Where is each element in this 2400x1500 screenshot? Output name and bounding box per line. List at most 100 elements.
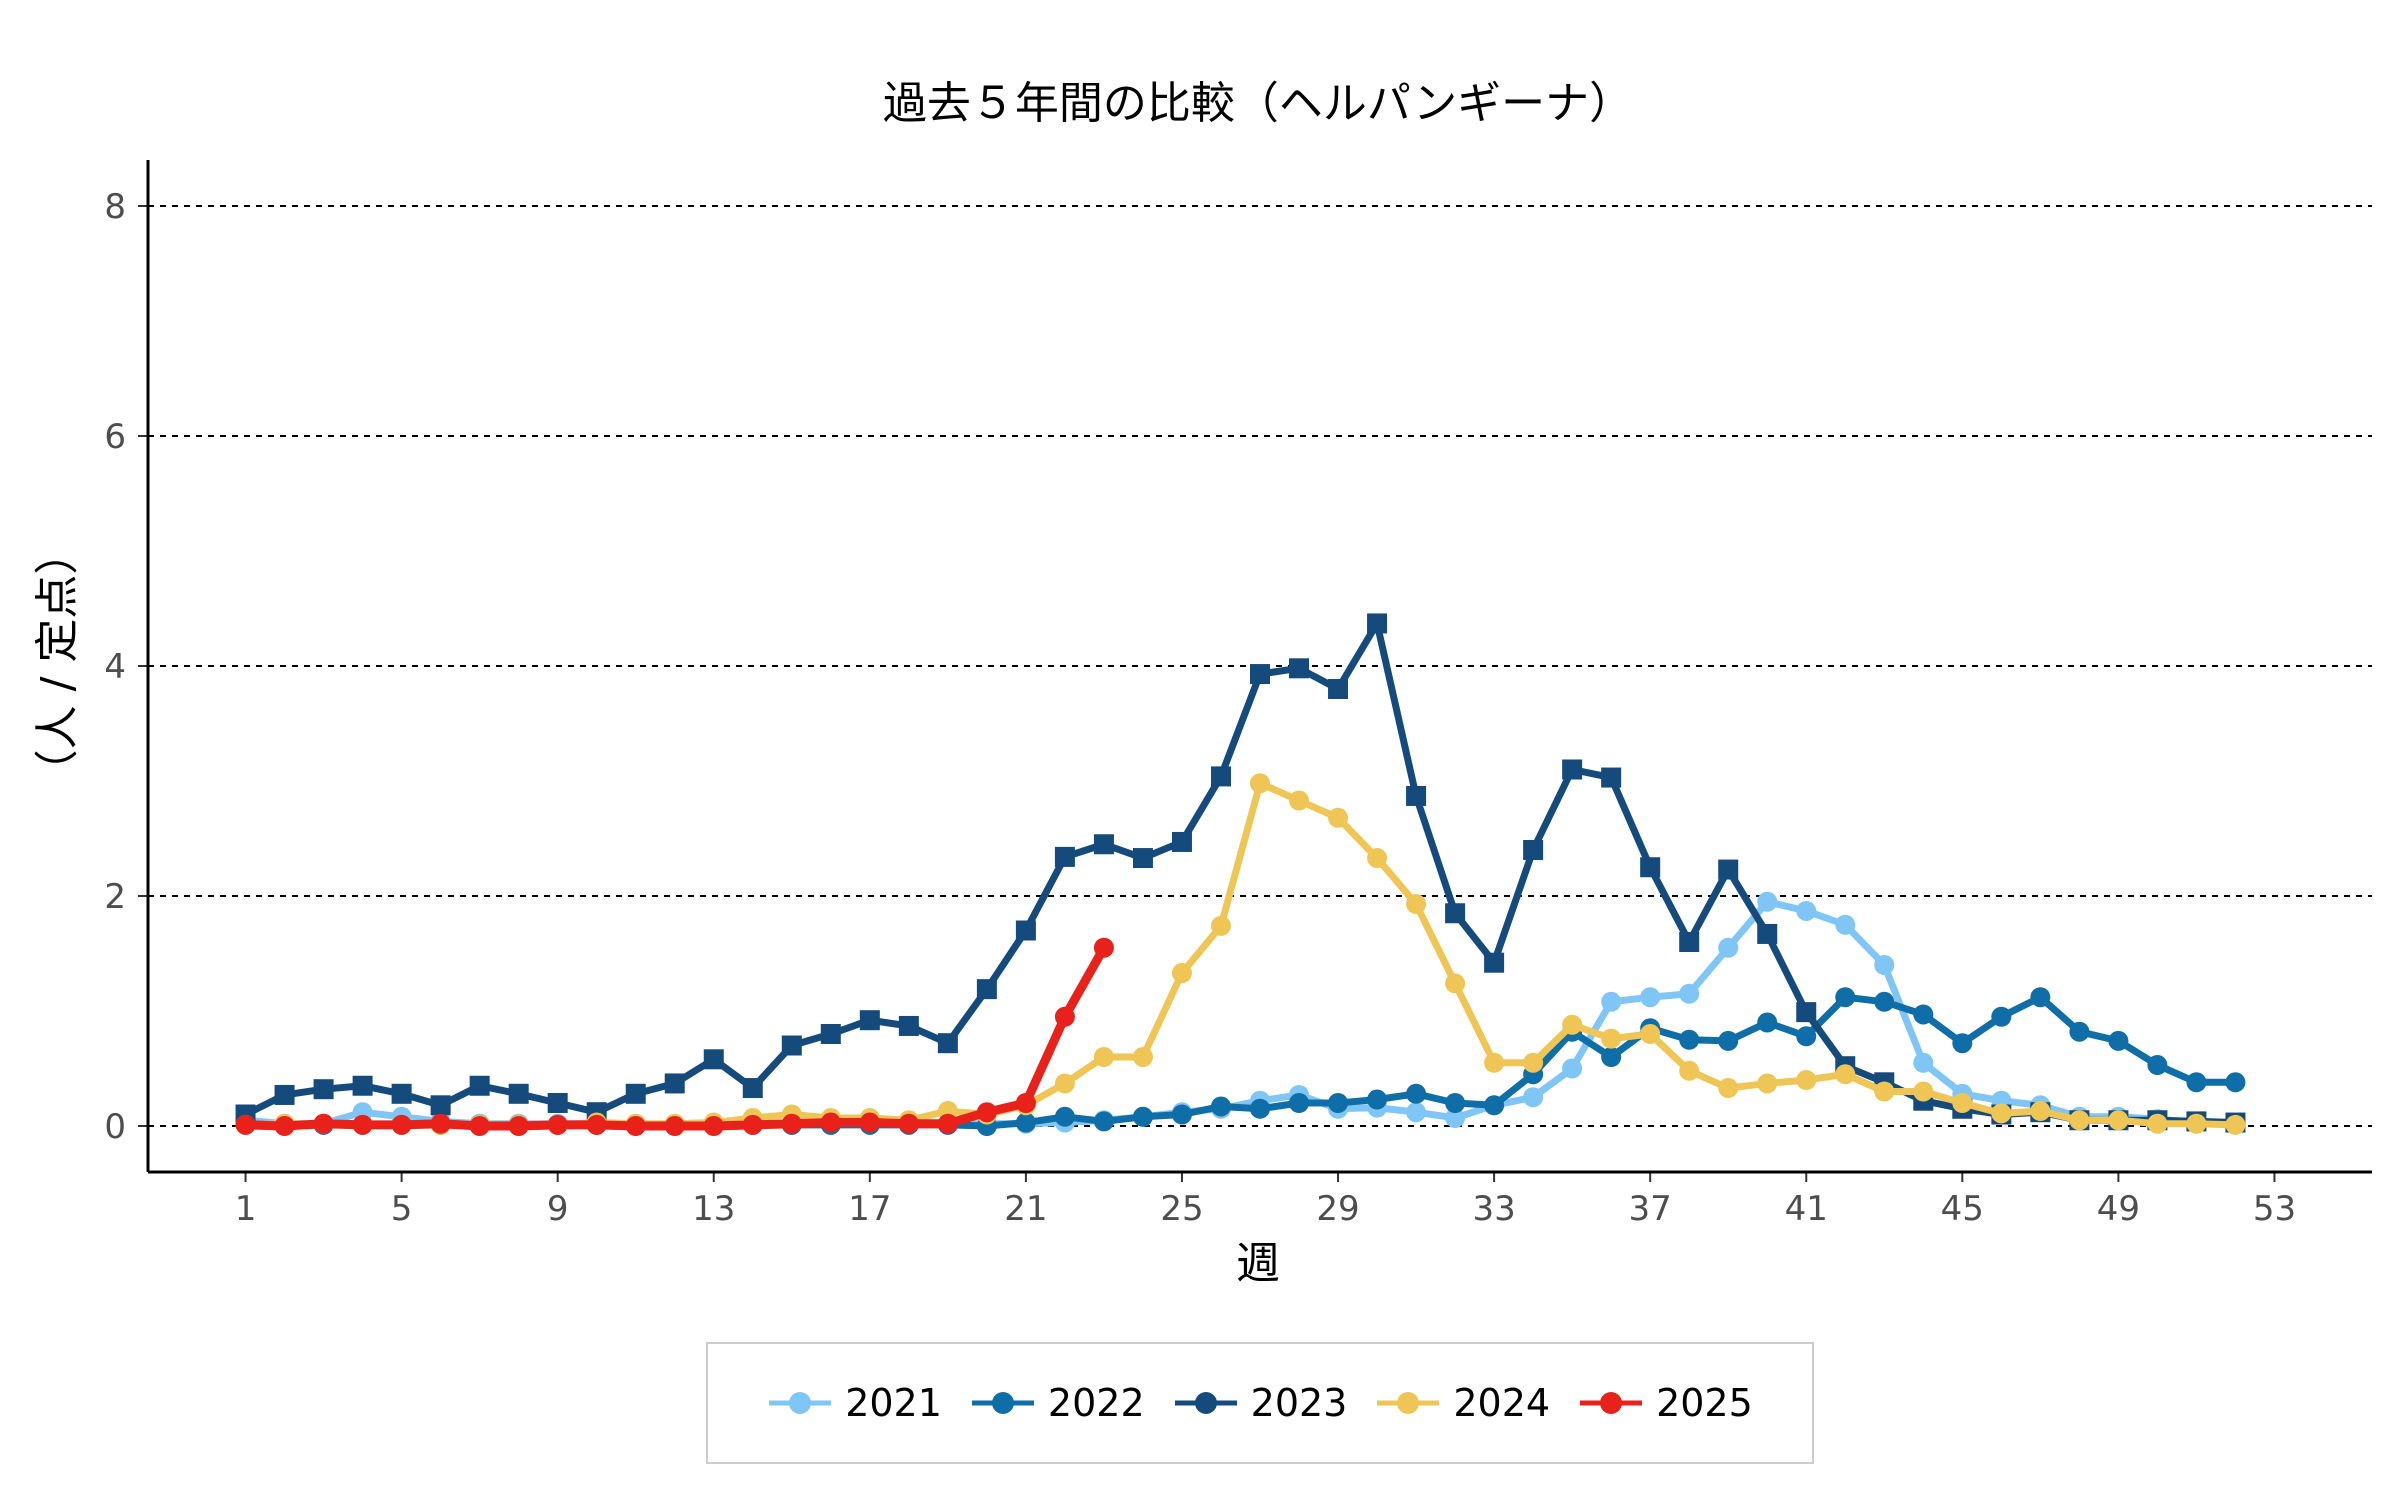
y-tick-label: 6 — [104, 417, 126, 457]
data-point-2024 — [1132, 1047, 1153, 1067]
data-point-2024 — [1171, 963, 1192, 984]
series-line-2023 — [242, 619, 2239, 1127]
data-point-2023 — [1445, 903, 1466, 924]
data-point-2024 — [2108, 1110, 2129, 1131]
data-point-2021 — [1562, 1058, 1583, 1079]
data-point-2024 — [1991, 1103, 2012, 1124]
axes: 0 2 4 6 8 1 5 9 13 17 21 25 29 33 37 41 45 49 53 — [104, 160, 2372, 1229]
legend-item-2025: 2025 — [1578, 1381, 1753, 1425]
data-point-2023 — [391, 1083, 412, 1104]
data-point-2025 — [274, 1116, 295, 1136]
data-point-2024 — [1250, 773, 1270, 794]
x-tick-label: 49 — [2097, 1189, 2140, 1229]
data-point-2023 — [352, 1075, 373, 1096]
data-point-2021 — [1601, 991, 1622, 1012]
legend-key-icon — [1580, 1392, 1643, 1414]
data-point-2025 — [898, 1113, 919, 1134]
legend: 2021 2022 2023 2024 2025 — [706, 1342, 1814, 1464]
data-point-2023 — [1171, 831, 1192, 852]
data-point-2025 — [937, 1113, 958, 1134]
x-tick-label: 9 — [547, 1189, 569, 1229]
series-2025 — [235, 937, 1114, 1136]
data-point-2022 — [1952, 1033, 1973, 1054]
data-point-2021 — [1835, 914, 1856, 935]
data-point-2023 — [1054, 846, 1075, 867]
data-point-2022 — [1796, 1026, 1817, 1047]
data-point-2022 — [1132, 1106, 1153, 1127]
legend-item-2024: 2024 — [1375, 1381, 1550, 1425]
data-point-2021 — [1523, 1087, 1544, 1108]
data-point-2025 — [859, 1112, 880, 1133]
data-point-2022 — [1289, 1093, 1310, 1113]
data-point-2023 — [1484, 952, 1505, 973]
series-2023 — [235, 613, 2246, 1133]
legend-item-2023: 2023 — [1173, 1381, 1347, 1425]
x-tick-label: 5 — [391, 1189, 413, 1229]
data-point-2024 — [1289, 790, 1310, 811]
data-point-2024 — [2069, 1110, 2090, 1131]
data-point-2023 — [1132, 848, 1153, 869]
data-point-2024 — [1679, 1060, 1700, 1081]
legend-key-marker — [1600, 1392, 1623, 1414]
data-point-2022 — [1054, 1106, 1075, 1127]
data-point-2025 — [781, 1113, 802, 1134]
legend-item-2022: 2022 — [970, 1381, 1145, 1425]
data-point-2023 — [1640, 857, 1661, 878]
x-tick-label: 33 — [1472, 1189, 1515, 1229]
grid-lines — [148, 205, 2372, 1127]
data-point-2022 — [1757, 1012, 1778, 1033]
series-2022 — [235, 987, 2246, 1136]
x-tick-label: 41 — [1785, 1189, 1828, 1229]
data-point-2023 — [1679, 932, 1700, 952]
data-point-2023 — [703, 1049, 724, 1070]
data-point-2025 — [664, 1116, 685, 1136]
data-point-2022 — [1250, 1098, 1270, 1119]
data-point-2024 — [2186, 1113, 2207, 1134]
data-point-2025 — [235, 1114, 256, 1135]
data-point-2024 — [1054, 1073, 1075, 1094]
data-point-2025 — [625, 1116, 646, 1136]
data-point-2023 — [1406, 785, 1427, 806]
data-point-2022 — [1913, 1004, 1934, 1025]
data-point-2024 — [1718, 1078, 1739, 1099]
data-point-2023 — [1796, 1002, 1817, 1023]
y-tick-label: 4 — [104, 647, 126, 687]
data-point-2022 — [2186, 1072, 2207, 1093]
data-point-2025 — [391, 1114, 412, 1135]
data-point-2022 — [1093, 1111, 1114, 1132]
data-point-2023 — [1289, 658, 1310, 679]
data-point-2024 — [1523, 1052, 1544, 1073]
data-point-2025 — [820, 1112, 841, 1133]
data-point-2023 — [430, 1095, 451, 1116]
legend-label: 2022 — [1047, 1381, 1145, 1425]
data-point-2024 — [1484, 1052, 1505, 1073]
data-point-2023 — [742, 1078, 763, 1099]
data-point-2025 — [430, 1113, 451, 1134]
x-tick-label: 13 — [692, 1189, 735, 1229]
legend-label: 2024 — [1453, 1381, 1551, 1425]
data-point-2024 — [2225, 1114, 2246, 1135]
data-point-2022 — [1718, 1030, 1739, 1051]
data-point-2025 — [352, 1114, 373, 1135]
legend-key-marker — [1397, 1392, 1420, 1414]
data-point-2023 — [781, 1035, 802, 1056]
data-point-2025 — [742, 1114, 763, 1135]
data-point-2024 — [1367, 848, 1388, 869]
data-point-2025 — [976, 1102, 997, 1123]
legend-key-marker — [1194, 1392, 1217, 1414]
data-point-2022 — [1991, 1006, 2012, 1027]
data-point-2024 — [1093, 1047, 1114, 1067]
data-point-2025 — [586, 1114, 607, 1135]
data-point-2024 — [1601, 1028, 1622, 1049]
series-line-2025 — [241, 943, 1109, 1131]
x-axis-title: 週 — [1236, 1238, 1280, 1289]
data-point-2022 — [2225, 1072, 2246, 1093]
series-layer — [235, 613, 2246, 1136]
y-tick-label: 8 — [104, 187, 126, 227]
data-point-2021 — [1757, 891, 1778, 912]
chart-title: 過去５年間の比較（ヘルパンギーナ） — [883, 78, 1633, 129]
data-point-2023 — [1601, 767, 1622, 788]
legend-key-marker — [789, 1392, 812, 1414]
data-point-2024 — [1210, 915, 1231, 936]
data-point-2024 — [1562, 1014, 1583, 1035]
